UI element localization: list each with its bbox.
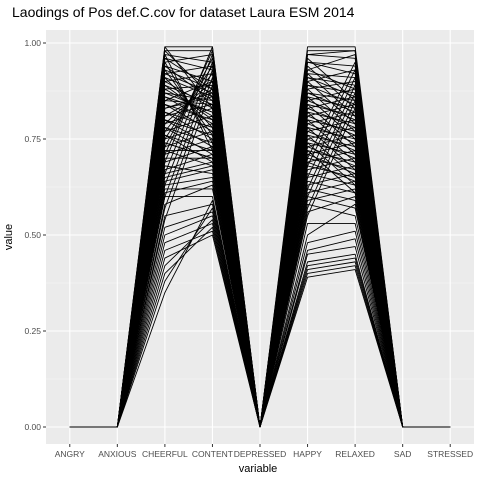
x-axis: ANGRY ANXIOUS CHEERFUL CONTENT DEPRESSED HAPP…: [55, 444, 473, 459]
x-tick-label: CHEERFUL: [142, 449, 188, 459]
x-tick-label: ANXIOUS: [98, 449, 137, 459]
y-tick-label: 0.25: [24, 326, 41, 336]
x-tick-label: RELAXED: [335, 449, 375, 459]
x-tick-label: ANGRY: [55, 449, 85, 459]
y-tick-label: 0.00: [24, 422, 41, 432]
data-lines: [69, 46, 451, 428]
x-tick-label: SAD: [394, 449, 411, 459]
y-tick-label: 1.00: [24, 38, 41, 48]
x-tick-label: HAPPY: [293, 449, 322, 459]
series-line: [69, 150, 451, 428]
x-axis-title: variable: [239, 463, 278, 475]
x-tick-label: CONTENT: [192, 449, 233, 459]
y-tick-label: 0.75: [24, 134, 41, 144]
x-tick-label: DEPRESSED: [234, 449, 286, 459]
y-axis: 0.00 0.25 0.50 0.75 1.00: [24, 38, 46, 432]
x-tick-label: STRESSED: [427, 449, 473, 459]
chart-title: Laodings of Pos def.C.cov for dataset La…: [12, 4, 355, 20]
y-tick-label: 0.50: [24, 230, 41, 240]
y-axis-title: value: [3, 224, 15, 250]
